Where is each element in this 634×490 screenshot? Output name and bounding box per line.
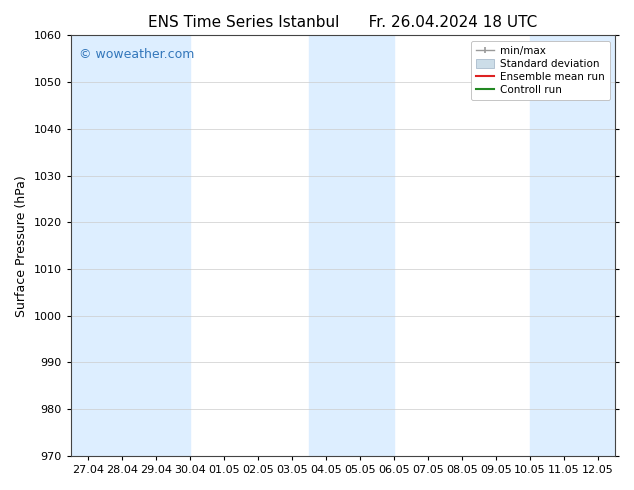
Bar (122, 35, 190, 456)
Text: © woweather.com: © woweather.com (79, 48, 194, 61)
Y-axis label: Surface Pressure (hPa): Surface Pressure (hPa) (15, 175, 28, 317)
Bar (530, 35, 632, 456)
Title: ENS Time Series Istanbul      Fr. 26.04.2024 18 UTC: ENS Time Series Istanbul Fr. 26.04.2024 … (148, 15, 538, 30)
Bar (309, 35, 394, 456)
Legend: min/max, Standard deviation, Ensemble mean run, Controll run: min/max, Standard deviation, Ensemble me… (470, 41, 610, 100)
Bar (71, 35, 139, 456)
